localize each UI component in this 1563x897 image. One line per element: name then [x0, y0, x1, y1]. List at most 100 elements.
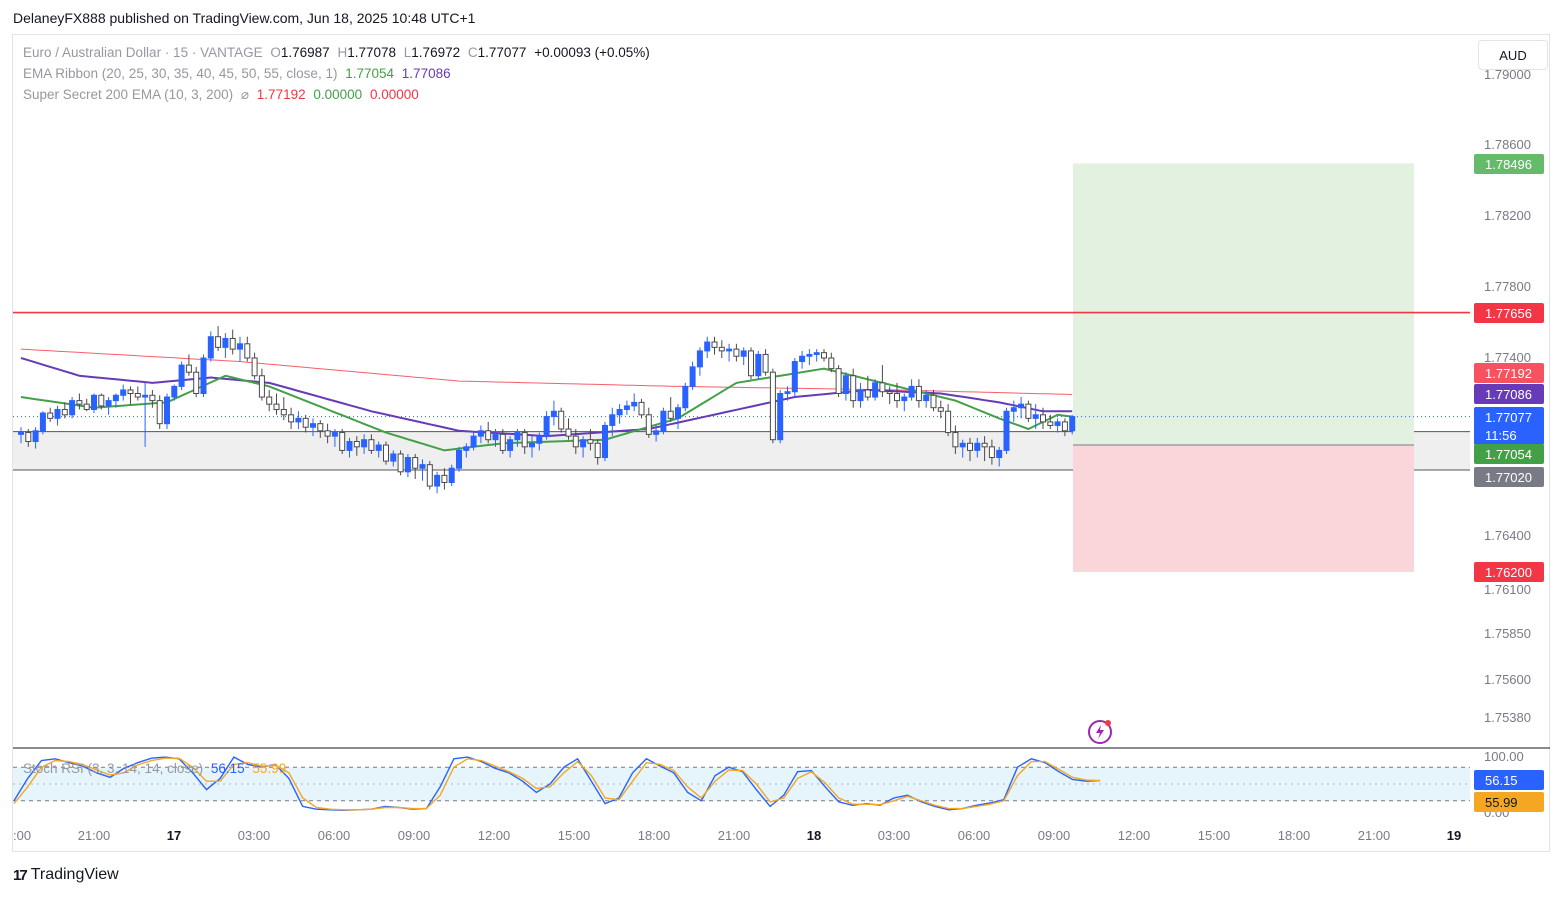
stoch-d-line[interactable]	[13, 757, 1101, 811]
candle[interactable]	[295, 417, 302, 423]
candle[interactable]	[105, 400, 112, 407]
candle[interactable]	[178, 364, 185, 387]
candle[interactable]	[463, 446, 470, 451]
candle[interactable]	[477, 430, 484, 437]
candle[interactable]	[587, 439, 594, 444]
candle[interactable]	[908, 385, 915, 398]
candle[interactable]	[54, 408, 61, 419]
candle[interactable]	[784, 391, 791, 395]
candle[interactable]	[185, 364, 192, 373]
candle[interactable]	[91, 394, 97, 410]
candle[interactable]	[653, 430, 660, 435]
price-label-badge[interactable]	[1474, 562, 1544, 582]
currency-button[interactable]: AUD	[1478, 40, 1548, 70]
candle[interactable]	[645, 414, 652, 435]
candle[interactable]	[18, 432, 24, 435]
candle[interactable]	[988, 446, 995, 459]
candle[interactable]	[32, 430, 39, 442]
candle[interactable]	[83, 403, 90, 410]
candle[interactable]	[660, 410, 667, 432]
lightning-icon[interactable]	[1087, 718, 1113, 744]
candle[interactable]	[529, 442, 535, 448]
candle[interactable]	[667, 410, 674, 419]
candle[interactable]	[149, 394, 156, 402]
candle[interactable]	[711, 341, 718, 348]
price-label-badge[interactable]	[1474, 444, 1544, 464]
candle[interactable]	[171, 385, 178, 398]
candle[interactable]	[718, 346, 725, 352]
candle[interactable]	[952, 432, 959, 448]
candle[interactable]	[733, 348, 740, 357]
candle[interactable]	[945, 410, 952, 434]
candle[interactable]	[828, 357, 835, 370]
candle[interactable]	[580, 439, 587, 448]
candle[interactable]	[397, 453, 404, 473]
candle[interactable]	[675, 407, 681, 419]
candle[interactable]	[375, 444, 382, 451]
candle[interactable]	[280, 408, 287, 416]
candle[interactable]	[821, 352, 827, 359]
candle[interactable]	[193, 371, 200, 395]
candle[interactable]	[1010, 407, 1017, 412]
stoch-k-badge[interactable]	[1474, 770, 1544, 790]
candle[interactable]	[507, 439, 514, 451]
price-label-badge[interactable]	[1474, 407, 1544, 445]
candle[interactable]	[755, 353, 762, 377]
candle[interactable]	[1061, 421, 1068, 432]
candle[interactable]	[317, 423, 324, 432]
candle[interactable]	[609, 414, 616, 426]
candle[interactable]	[901, 396, 908, 402]
candle[interactable]	[879, 382, 886, 393]
candle[interactable]	[222, 337, 229, 348]
candle[interactable]	[1032, 414, 1039, 419]
candle[interactable]	[69, 400, 76, 416]
candle[interactable]	[492, 433, 499, 441]
price-label-badge[interactable]	[1474, 363, 1544, 383]
candle[interactable]	[572, 435, 579, 448]
candle[interactable]	[134, 393, 141, 398]
candle[interactable]	[339, 432, 346, 451]
candle[interactable]	[872, 382, 879, 398]
candle[interactable]	[835, 368, 842, 394]
candle[interactable]	[288, 414, 295, 423]
candle[interactable]	[937, 407, 944, 412]
candle[interactable]	[390, 453, 397, 462]
stop-loss-zone[interactable]	[1073, 445, 1414, 572]
candle[interactable]	[215, 336, 222, 348]
candle[interactable]	[412, 457, 419, 469]
price-label-badge[interactable]	[1474, 467, 1544, 487]
candle[interactable]	[310, 423, 316, 428]
candle[interactable]	[39, 412, 46, 432]
ema-ribbon-legend[interactable]: EMA Ribbon (20, 25, 30, 35, 40, 45, 50, …	[23, 66, 455, 81]
candle[interactable]	[237, 343, 243, 350]
candle[interactable]	[594, 442, 601, 459]
candle[interactable]	[61, 408, 68, 416]
candle[interactable]	[959, 442, 966, 448]
candle[interactable]	[1040, 414, 1046, 423]
candle[interactable]	[550, 410, 557, 418]
candle[interactable]	[777, 393, 784, 441]
candle[interactable]	[514, 432, 521, 441]
candle[interactable]	[981, 442, 988, 448]
candle[interactable]	[521, 432, 528, 448]
candle[interactable]	[1054, 421, 1061, 426]
candle[interactable]	[499, 433, 506, 451]
candle[interactable]	[485, 430, 492, 441]
candle[interactable]	[842, 375, 849, 394]
candle[interactable]	[142, 394, 149, 398]
candle[interactable]	[769, 371, 776, 441]
price-label-badge[interactable]	[1474, 384, 1544, 404]
candle[interactable]	[98, 394, 105, 407]
candle[interactable]	[25, 432, 32, 442]
candle[interactable]	[76, 400, 83, 405]
candle[interactable]	[864, 389, 871, 398]
candle[interactable]	[923, 394, 930, 402]
tradingview-logo[interactable]: 17 TradingView	[13, 866, 119, 884]
candle[interactable]	[806, 353, 813, 357]
candle[interactable]	[704, 341, 711, 352]
candle[interactable]	[915, 385, 922, 402]
candle[interactable]	[229, 337, 236, 350]
candle[interactable]	[682, 385, 689, 409]
price-label-badge[interactable]	[1474, 154, 1544, 174]
